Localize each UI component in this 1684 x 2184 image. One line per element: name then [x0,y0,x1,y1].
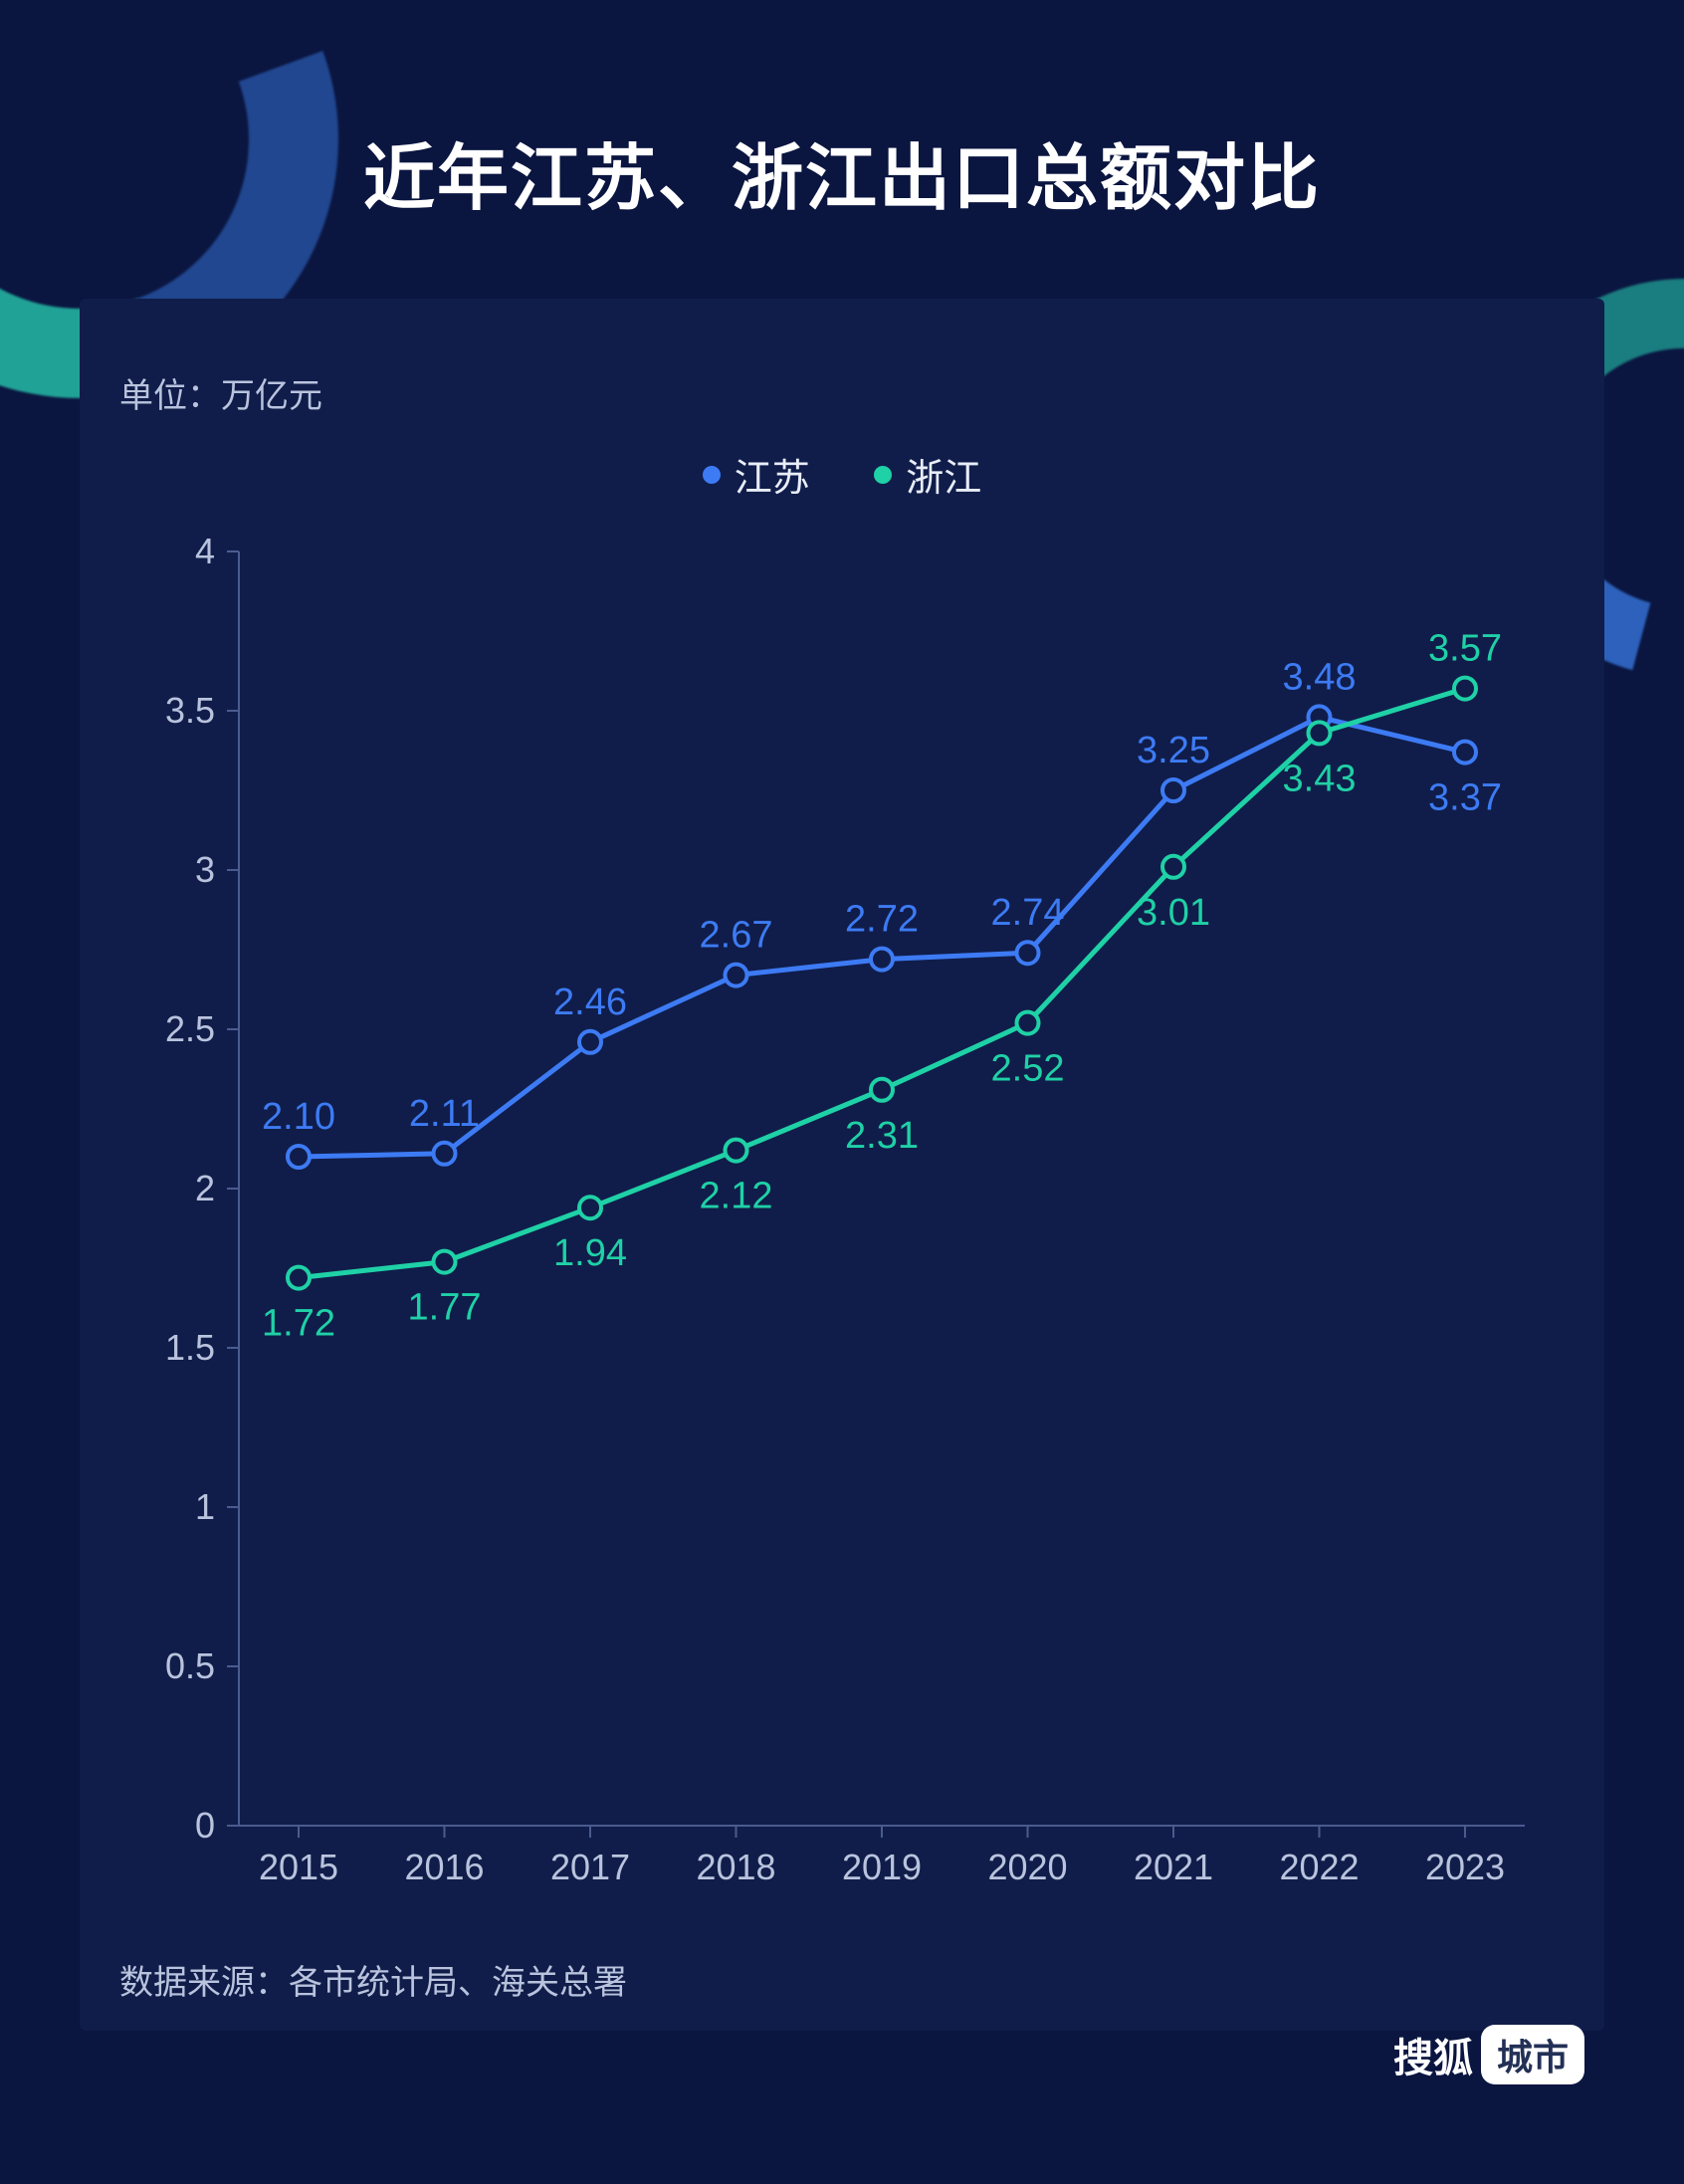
svg-text:3.25: 3.25 [1137,730,1210,771]
svg-text:2016: 2016 [404,1847,484,1887]
chart-title: 近年江苏、浙江出口总额对比 [0,119,1684,224]
legend-dot-icon [703,466,721,484]
svg-text:2023: 2023 [1425,1847,1505,1887]
svg-text:2.10: 2.10 [262,1096,335,1138]
svg-text:3.43: 3.43 [1283,758,1357,799]
plot-area: 0 0.5 1 1.5 2 2.5 3 3.5 4 2015 2016 2017 2018 2019 202… [119,522,1565,1905]
brand-text: 搜狐 [1393,2026,1473,2083]
svg-text:2.72: 2.72 [845,899,919,941]
svg-text:1.77: 1.77 [408,1287,482,1329]
svg-text:1.94: 1.94 [553,1232,627,1274]
legend-label: 江苏 [735,447,810,502]
legend-dot-icon [874,466,892,484]
svg-text:1: 1 [195,1486,215,1527]
svg-text:0: 0 [195,1805,215,1846]
svg-text:3.5: 3.5 [165,690,215,731]
svg-text:0.5: 0.5 [165,1645,215,1686]
svg-text:2.11: 2.11 [409,1093,480,1135]
svg-text:2.52: 2.52 [991,1048,1065,1090]
svg-text:2.31: 2.31 [845,1115,919,1157]
line-chart-svg: 0 0.5 1 1.5 2 2.5 3 3.5 4 2015 2016 2017 2018 2019 202… [119,522,1565,1905]
svg-text:2.46: 2.46 [553,982,627,1023]
svg-text:2017: 2017 [550,1847,630,1887]
svg-text:3.01: 3.01 [1137,892,1210,934]
svg-text:3.48: 3.48 [1283,656,1357,698]
svg-text:2019: 2019 [842,1847,922,1887]
legend-item-zhejiang: 浙江 [874,447,981,502]
svg-text:2.67: 2.67 [700,915,773,957]
chart-panel: 单位：万亿元 江苏 浙江 0 0.5 1 1.5 2 2.5 3 3.5 4 2015 2016 20… [80,299,1604,2031]
svg-text:2: 2 [195,1168,215,1208]
svg-text:2.74: 2.74 [991,892,1065,934]
svg-text:3.57: 3.57 [1428,628,1502,670]
chart-legend: 江苏 浙江 [119,447,1565,502]
svg-text:1.72: 1.72 [262,1303,335,1345]
legend-item-jiangsu: 江苏 [703,447,810,502]
brand-tag: 城市 [1481,2025,1584,2084]
svg-text:2.5: 2.5 [165,1008,215,1049]
svg-text:3: 3 [195,849,215,890]
svg-text:1.5: 1.5 [165,1327,215,1368]
svg-text:2020: 2020 [987,1847,1067,1887]
data-source-label: 数据来源：各市统计局、海关总署 [119,1955,1565,2004]
svg-text:3.37: 3.37 [1428,777,1502,819]
svg-text:2.12: 2.12 [700,1176,773,1217]
legend-label: 浙江 [906,447,981,502]
svg-text:2021: 2021 [1134,1847,1213,1887]
brand-footer: 搜狐 城市 [1393,2025,1584,2084]
unit-label: 单位：万亿元 [119,368,1565,417]
svg-text:2018: 2018 [696,1847,775,1887]
svg-text:4: 4 [195,531,215,571]
svg-text:2015: 2015 [259,1847,338,1887]
svg-text:2022: 2022 [1279,1847,1359,1887]
